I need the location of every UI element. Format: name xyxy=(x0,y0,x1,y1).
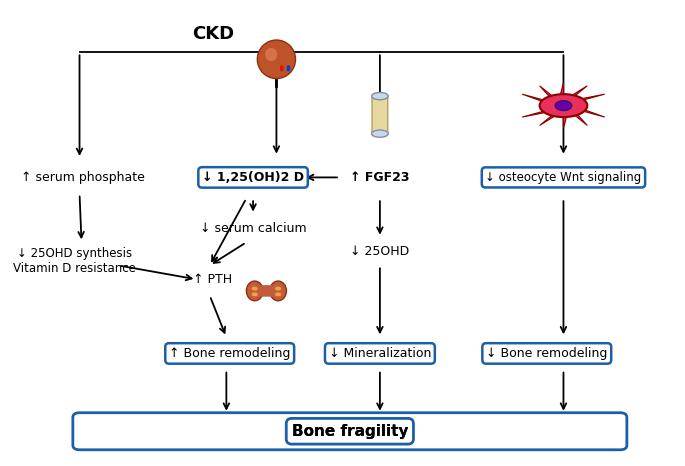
Text: ↓ Mineralization: ↓ Mineralization xyxy=(329,347,431,360)
Polygon shape xyxy=(559,82,564,99)
Text: ↑ Bone remodeling: ↑ Bone remodeling xyxy=(169,347,290,360)
Text: ↑ FGF23: ↑ FGF23 xyxy=(350,171,410,184)
Text: ↓ 1,25(OH)2 D: ↓ 1,25(OH)2 D xyxy=(202,171,304,184)
Ellipse shape xyxy=(556,101,572,110)
FancyBboxPatch shape xyxy=(258,285,275,297)
Polygon shape xyxy=(564,112,568,129)
Polygon shape xyxy=(522,94,551,104)
Polygon shape xyxy=(575,107,605,117)
Ellipse shape xyxy=(270,281,286,301)
Text: Bone fragility: Bone fragility xyxy=(292,424,408,439)
Ellipse shape xyxy=(265,48,277,61)
Polygon shape xyxy=(540,86,556,101)
Circle shape xyxy=(251,286,258,291)
Text: ↓ serum calcium: ↓ serum calcium xyxy=(200,222,306,235)
Polygon shape xyxy=(571,110,587,125)
Text: ↑ PTH: ↑ PTH xyxy=(193,273,233,286)
Polygon shape xyxy=(540,112,560,125)
Polygon shape xyxy=(566,86,587,99)
FancyBboxPatch shape xyxy=(73,413,627,450)
Text: Bone fragility: Bone fragility xyxy=(292,424,408,439)
FancyBboxPatch shape xyxy=(372,94,388,136)
Ellipse shape xyxy=(247,281,263,301)
Text: CKD: CKD xyxy=(192,25,234,43)
Ellipse shape xyxy=(258,40,295,79)
Text: ↓ Bone remodeling: ↓ Bone remodeling xyxy=(486,347,608,360)
Ellipse shape xyxy=(372,130,388,137)
Text: ↓ osteocyte Wnt signaling: ↓ osteocyte Wnt signaling xyxy=(486,171,642,184)
Circle shape xyxy=(275,292,282,297)
Text: ↓ 25OHD synthesis
Vitamin D resistance: ↓ 25OHD synthesis Vitamin D resistance xyxy=(14,247,136,275)
Text: ↓ 25OHD: ↓ 25OHD xyxy=(350,245,410,258)
Text: ↑ serum phosphate: ↑ serum phosphate xyxy=(21,171,145,184)
Circle shape xyxy=(251,292,258,297)
Polygon shape xyxy=(573,94,605,102)
Ellipse shape xyxy=(372,92,388,100)
Polygon shape xyxy=(522,109,554,117)
Ellipse shape xyxy=(540,94,587,117)
Circle shape xyxy=(275,286,282,291)
